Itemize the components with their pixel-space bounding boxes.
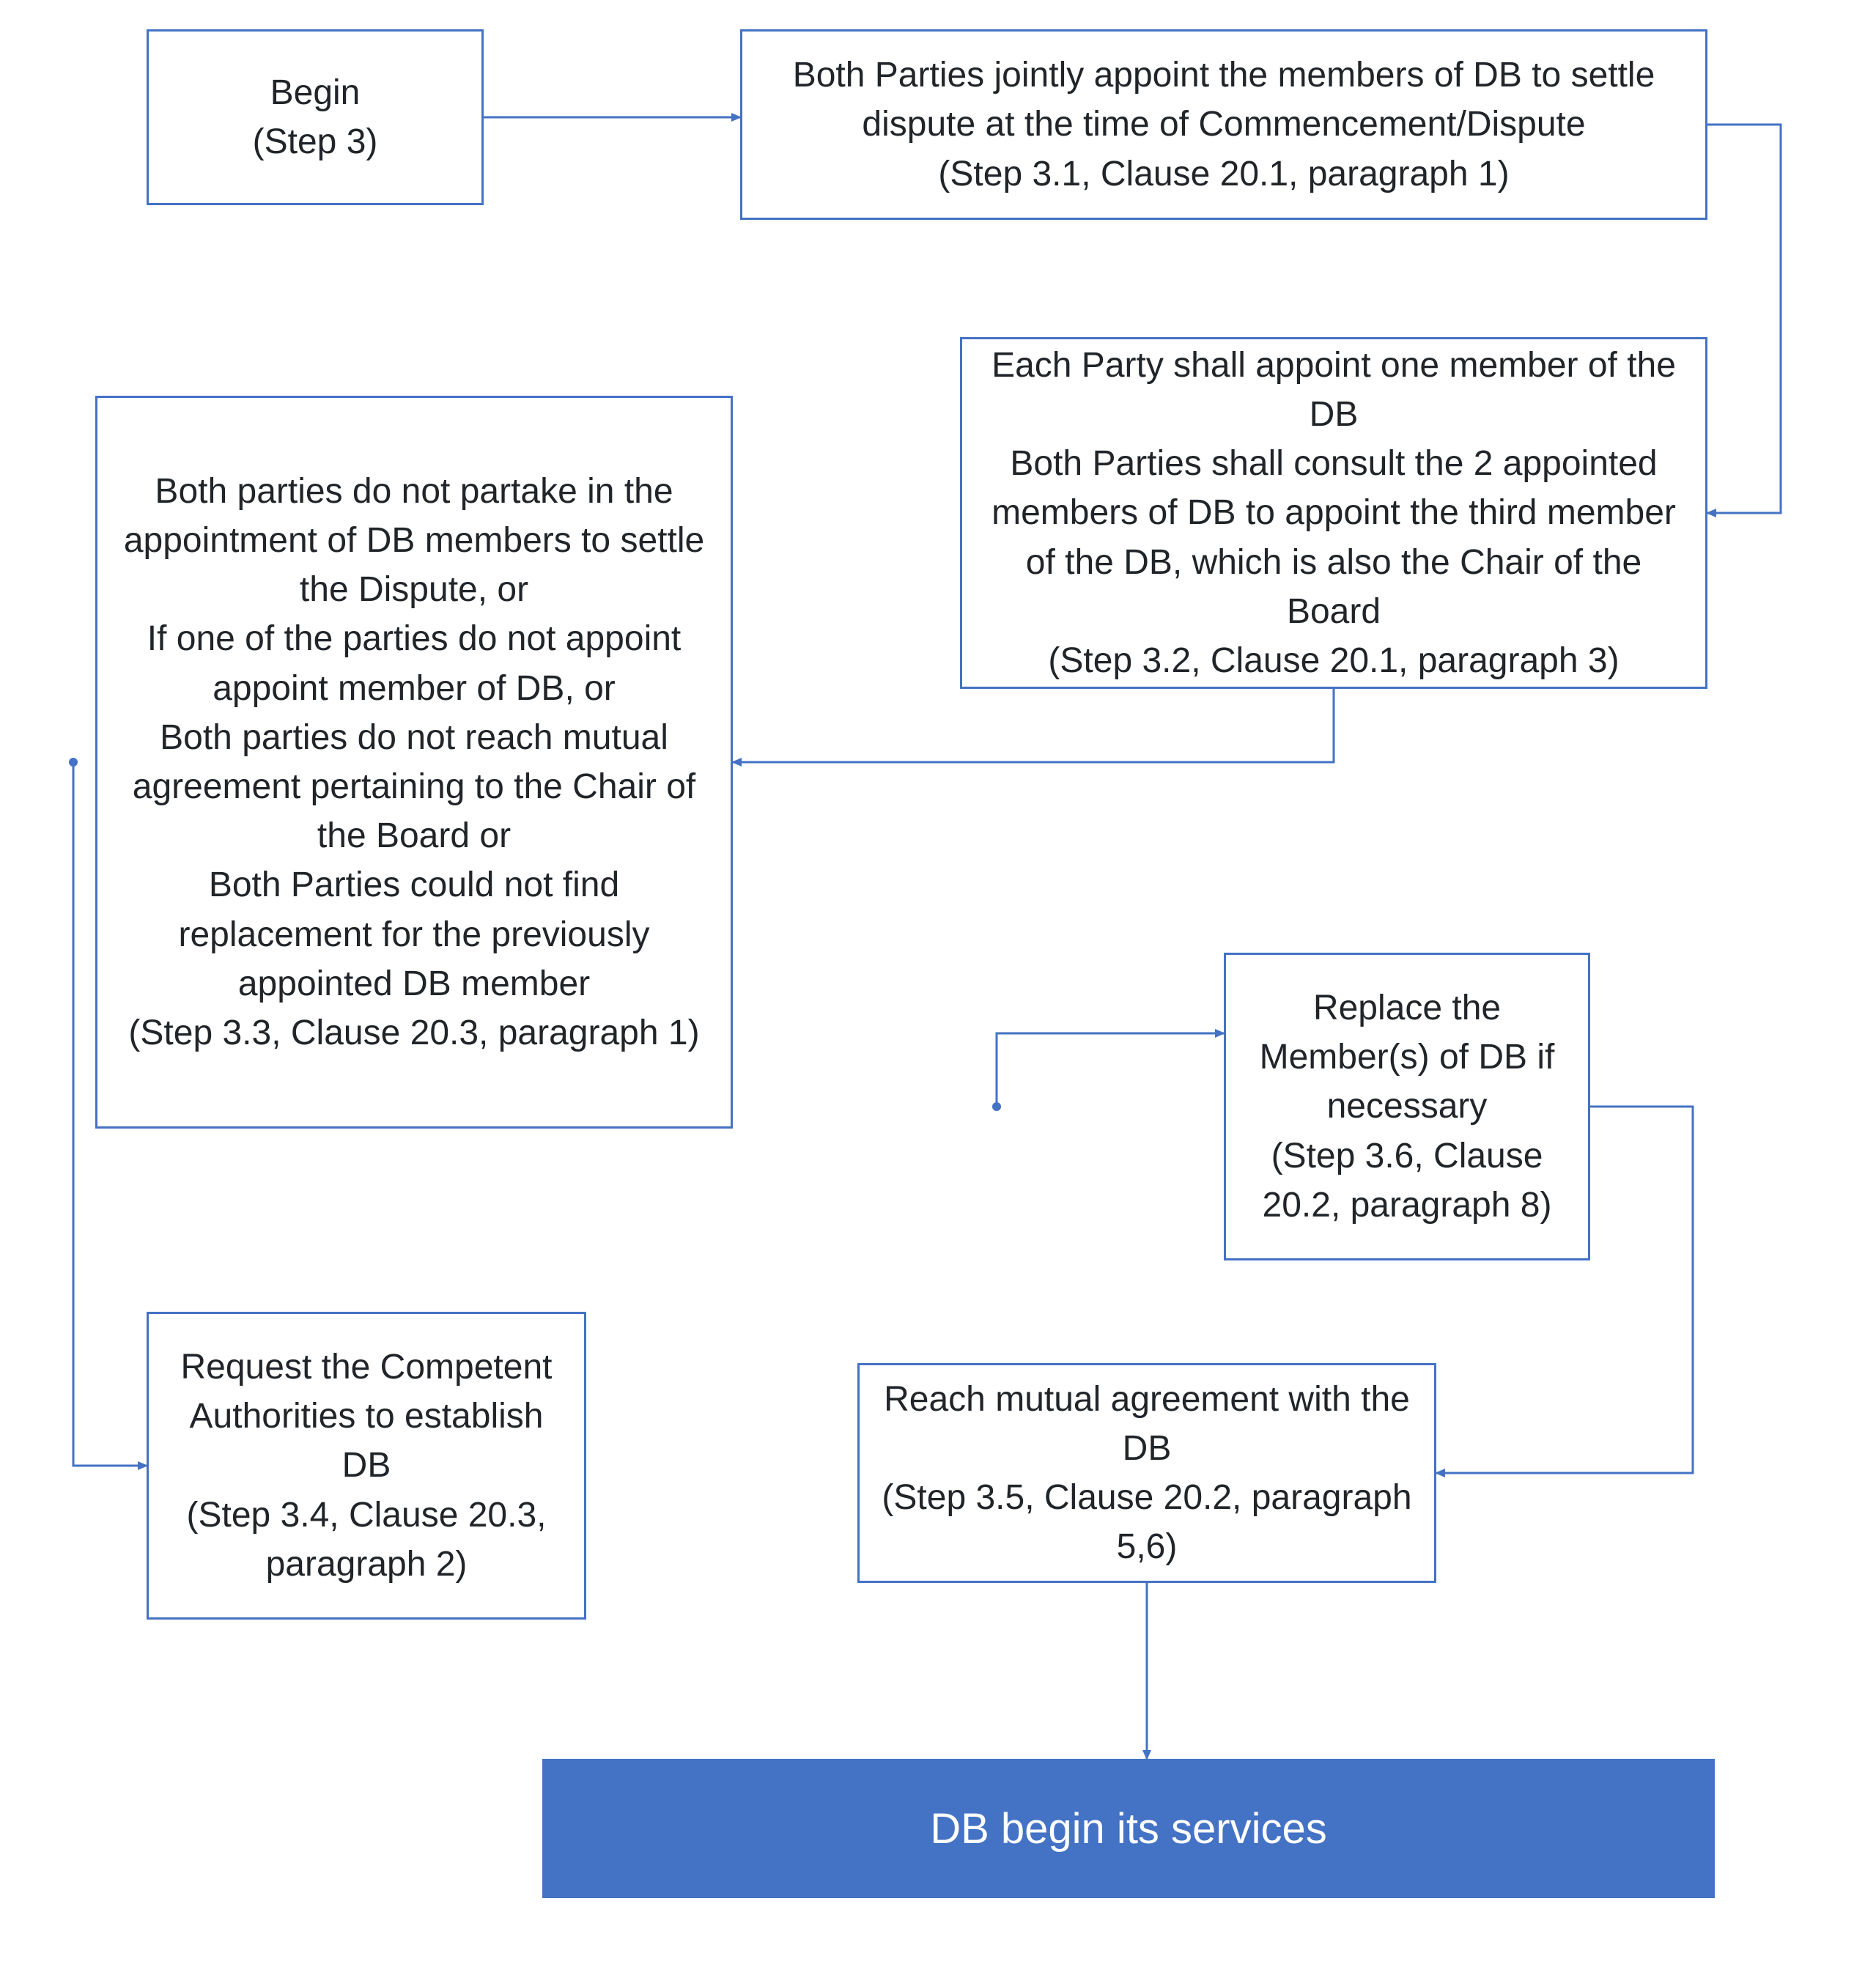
flow-node-n4: Both parties do not partake in the appoi…: [95, 396, 733, 1129]
flowchart-canvas: Begin (Step 3) Both Parties jointly appoi…: [0, 0, 1876, 1964]
flow-edge-4: [997, 1033, 1224, 1107]
flow-node-n7: Reach mutual agreement with the DB (Step…: [857, 1363, 1436, 1583]
flow-node-n8: DB begin its services: [542, 1759, 1715, 1898]
flow-node-n5: Request the Competent Authorities to est…: [147, 1312, 586, 1620]
flow-node-n6: Replace the Member(s) of DB if necessary…: [1224, 953, 1590, 1260]
flow-node-n1: Begin (Step 3): [147, 29, 484, 205]
flow-edge-2: [733, 689, 1334, 762]
flow-edge-1: [1707, 125, 1781, 513]
flow-node-n3: Each Party shall appoint one member of t…: [960, 337, 1707, 689]
flow-node-n2: Both Parties jointly appoint the members…: [740, 29, 1707, 220]
